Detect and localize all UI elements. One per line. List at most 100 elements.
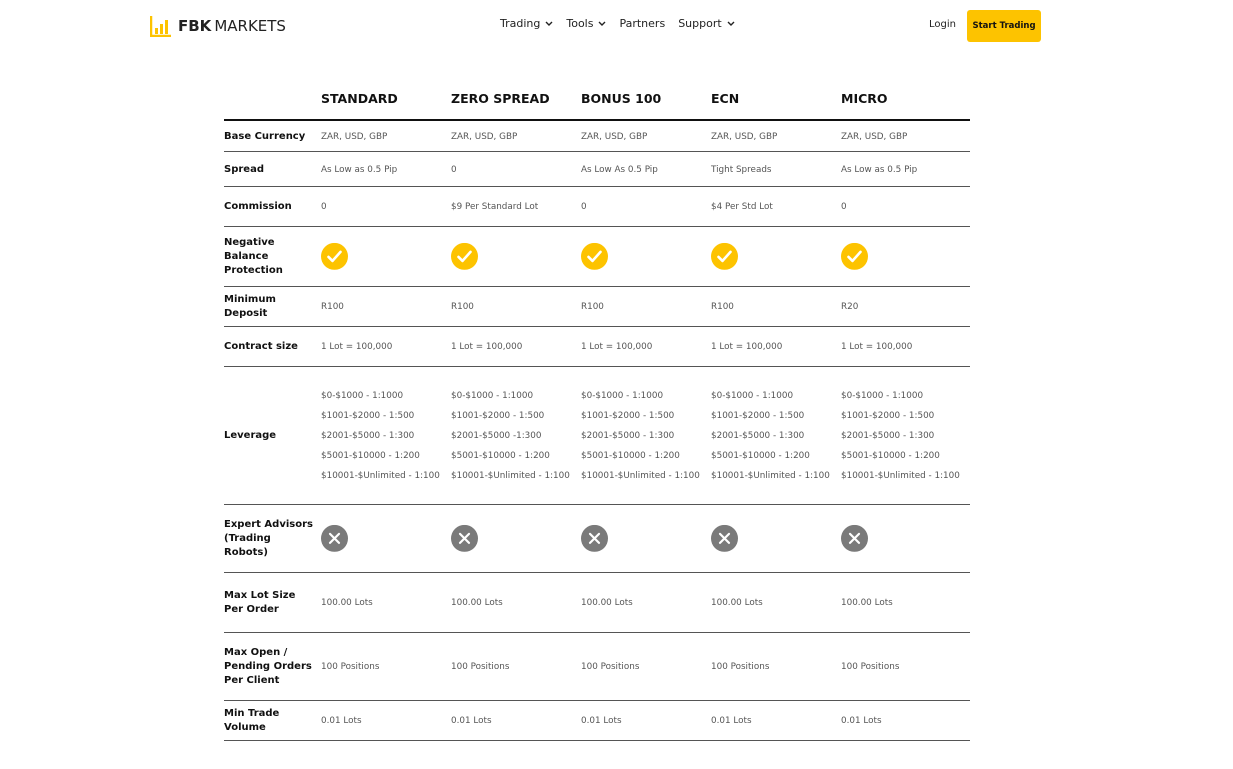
row-label: Base Currency xyxy=(224,131,306,142)
cell-text: 1 Lot = 100,000 xyxy=(711,342,783,352)
chevron xyxy=(545,21,553,26)
cell-text: 0.01 Lots xyxy=(581,716,622,726)
leverage-cell: $0-$1000 - 1:1000 $1001-$2000 - 1:500 $200… xyxy=(451,386,570,486)
row-label: Max Lot Size Per Order xyxy=(224,590,296,615)
leverage-cell: $0-$1000 - 1:1000 $1001-$2000 - 1:500 $200… xyxy=(841,386,960,486)
check-icon xyxy=(841,242,868,273)
leverage-line: $1001-$2000 - 1:500 xyxy=(711,411,805,421)
leverage-line: $1001-$2000 - 1:500 xyxy=(451,411,545,421)
column-header: ECN xyxy=(711,91,740,106)
table-row: Commission 0 $9 Per Standard Lot 0 $4 Per St… xyxy=(224,186,970,227)
check-icon xyxy=(711,242,738,273)
cell-text: 0 xyxy=(321,202,327,212)
leverage-line: $10001-$Unlimited - 1:100 xyxy=(581,471,700,481)
logo-icon xyxy=(150,16,171,37)
cell-text: 100 Positions xyxy=(711,662,770,672)
cell-text: R100 xyxy=(321,302,344,312)
logo-light: MARKETS xyxy=(214,17,286,35)
check-icon xyxy=(321,242,348,273)
leverage-line: $0-$1000 - 1:1000 xyxy=(581,391,664,401)
cell-text: As Low as 0.5 Pip xyxy=(841,164,918,175)
nav-label: Trading xyxy=(500,17,541,30)
cross-icon xyxy=(451,524,478,555)
cell-text: 1 Lot = 100,000 xyxy=(841,342,913,352)
row-label: Spread xyxy=(224,163,264,175)
table-row: Leverage $0-$1000 - 1:1000 $1001-$2000 - 1… xyxy=(224,366,970,505)
cell-text: 1 Lot = 100,000 xyxy=(581,342,653,352)
cell-text: 100.00 Lots xyxy=(581,598,633,608)
leverage-line: $0-$1000 - 1:1000 xyxy=(841,391,924,401)
cell-text: 1 Lot = 100,000 xyxy=(321,342,393,352)
main-nav: Trading Tools Partners Support xyxy=(500,17,735,30)
logo[interactable]: FBK MARKETS xyxy=(150,15,286,37)
login-link[interactable]: Login xyxy=(929,19,956,30)
cell-text: 0.01 Lots xyxy=(711,716,752,726)
table-row: Max Lot Size Per Order 100.00 Lots 100.00 … xyxy=(224,572,970,633)
cell-text: As Low As 0.5 Pip xyxy=(581,164,658,175)
cell-text: 0 xyxy=(581,202,587,212)
leverage-line: $0-$1000 - 1:1000 xyxy=(711,391,794,401)
cell-text: ZAR, USD, GBP xyxy=(841,132,908,142)
leverage-line: $5001-$10000 - 1:200 xyxy=(581,451,680,461)
nav-item[interactable]: Tools xyxy=(566,17,606,30)
leverage-line: $5001-$10000 - 1:200 xyxy=(711,451,810,461)
cell-text: 0 xyxy=(841,202,847,212)
cell-text: 0.01 Lots xyxy=(451,716,492,726)
column-header: ZERO SPREAD xyxy=(451,91,550,106)
table-row: Expert Advisors (Trading Robots) xyxy=(224,504,970,573)
leverage-line: $5001-$10000 - 1:200 xyxy=(451,451,550,461)
table-row: Max Open / Pending Orders Per Client 100 … xyxy=(224,632,970,701)
cell-text: R20 xyxy=(841,302,859,312)
row-label: Negative Balance Protection xyxy=(224,237,283,276)
leverage-line: $10001-$Unlimited - 1:100 xyxy=(711,471,830,481)
nav-item[interactable]: Partners xyxy=(619,17,665,30)
leverage-cell: $0-$1000 - 1:1000 $1001-$2000 - 1:500 $200… xyxy=(581,386,700,486)
nav-label: Tools xyxy=(566,17,594,30)
check-icon xyxy=(451,242,478,273)
table-row: Spread As Low as 0.5 Pip 0 As Low As 0.5 Pi… xyxy=(224,151,970,187)
cell-text: 100.00 Lots xyxy=(841,598,893,608)
site-header: FBK MARKETS Trading Tools Partners Suppor… xyxy=(0,0,1233,52)
cell-text: $4 Per Std Lot xyxy=(711,202,773,212)
leverage-line: $1001-$2000 - 1:500 xyxy=(581,411,675,421)
leverage-line: $1001-$2000 - 1:500 xyxy=(841,411,935,421)
leverage-line: $2001-$5000 - 1:300 xyxy=(711,431,805,441)
leverage-line: $1001-$2000 - 1:500 xyxy=(321,411,415,421)
cell-text: Tight Spreads xyxy=(711,164,772,175)
cell-text: 100.00 Lots xyxy=(321,598,373,608)
cell-text: ZAR, USD, GBP xyxy=(321,132,388,142)
table-row: Min Trade Volume 0.01 Lots 0.01 Lots 0.01 L… xyxy=(224,700,970,741)
nav-label: Partners xyxy=(619,17,666,30)
table-row: Minimum Deposit R100 R100 R100 R100 R20 xyxy=(224,286,970,327)
cell-text: 100 Positions xyxy=(321,662,380,672)
nav-item[interactable]: Trading xyxy=(500,17,553,30)
row-label: Minimum Deposit xyxy=(224,294,276,319)
table-row: Negative Balance Protection xyxy=(224,226,970,287)
row-label: Max Open / Pending Orders Per Client xyxy=(224,647,312,686)
nav-item[interactable]: Support xyxy=(678,17,735,30)
cell-text: R100 xyxy=(581,302,604,312)
table-bottom-border xyxy=(224,740,970,741)
row-label: Min Trade Volume xyxy=(224,708,280,733)
leverage-line: $2001-$5000 - 1:300 xyxy=(321,431,415,441)
leverage-line: $5001-$10000 - 1:200 xyxy=(321,451,420,461)
cross-icon xyxy=(321,524,348,555)
leverage-line: $2001-$5000 - 1:300 xyxy=(841,431,935,441)
cell-text: R100 xyxy=(711,302,734,312)
cell-text: 0.01 Lots xyxy=(841,716,882,726)
cell-text: ZAR, USD, GBP xyxy=(581,132,648,142)
leverage-cell: $0-$1000 - 1:1000 $1001-$2000 - 1:500 $200… xyxy=(711,386,830,486)
nav-label: Support xyxy=(678,17,722,30)
cell-text: R100 xyxy=(451,302,474,312)
start-trading-button[interactable]: Start Trading xyxy=(967,10,1041,42)
check-icon xyxy=(581,242,608,273)
cell-text: 100 Positions xyxy=(841,662,900,672)
row-label: Commission xyxy=(224,201,292,212)
chevron xyxy=(598,21,606,26)
chevron xyxy=(727,21,735,26)
column-header: BONUS 100 xyxy=(581,91,662,106)
column-header: MICRO xyxy=(841,91,888,106)
cell-text: 0.01 Lots xyxy=(321,716,362,726)
